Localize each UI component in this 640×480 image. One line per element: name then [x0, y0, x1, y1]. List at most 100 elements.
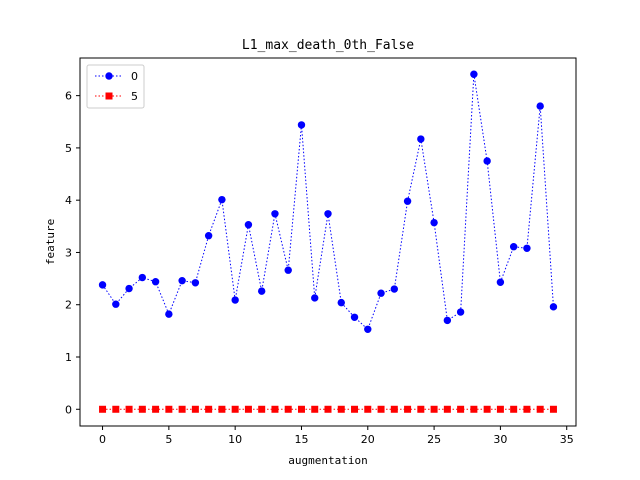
y-tick-label: 1: [65, 351, 72, 364]
data-point: [218, 195, 226, 204]
data-point: [99, 405, 107, 413]
data-point: [377, 289, 385, 297]
x-axis: 0 5 10 15 20 25 30 35: [99, 426, 574, 446]
data-point: [470, 405, 478, 413]
data-point: [271, 210, 279, 218]
data-point: [98, 281, 107, 289]
data-point: [443, 316, 452, 325]
data-point: [297, 405, 305, 413]
data-point: [244, 221, 253, 229]
data-point: [430, 218, 438, 227]
x-tick-label: 35: [560, 433, 574, 446]
data-point: [112, 300, 120, 308]
data-point: [311, 405, 319, 413]
data-point: [496, 278, 505, 286]
data-point: [257, 287, 266, 295]
data-point: [284, 266, 292, 274]
y-tick-label: 2: [65, 299, 72, 312]
data-point: [390, 285, 399, 293]
data-point: [138, 273, 147, 282]
data-point: [258, 405, 266, 413]
data-point: [178, 405, 186, 413]
y-axis: 0 1 2 3 4 5 6: [65, 90, 80, 416]
data-point: [430, 405, 438, 413]
data-point: [456, 308, 465, 316]
y-tick-label: 4: [65, 194, 72, 207]
y-axis-label: feature: [44, 219, 57, 265]
legend-label: 0: [131, 70, 138, 83]
data-point: [443, 405, 451, 413]
data-point: [337, 298, 345, 307]
data-point: [297, 121, 306, 129]
data-point: [165, 405, 173, 413]
data-point: [152, 405, 160, 413]
data-point: [404, 405, 412, 413]
legend-label: 5: [131, 90, 138, 103]
plot-area: [98, 70, 558, 413]
data-point: [112, 405, 120, 413]
data-point: [231, 405, 239, 413]
data-point: [483, 405, 491, 413]
data-point: [496, 405, 504, 413]
legend: 05: [86, 64, 145, 109]
data-point: [218, 405, 226, 413]
data-point: [536, 102, 544, 110]
data-point: [191, 279, 200, 287]
y-tick-label: 5: [65, 142, 72, 155]
data-point: [403, 197, 412, 205]
data-point: [350, 313, 359, 321]
data-point: [510, 405, 518, 413]
y-tick-label: 3: [65, 246, 72, 259]
data-point: [523, 244, 531, 252]
data-point: [417, 405, 425, 413]
data-point: [364, 405, 372, 413]
data-point: [509, 243, 518, 251]
data-point: [523, 405, 531, 413]
data-point: [390, 405, 398, 413]
data-point: [138, 405, 146, 413]
legend-marker: [105, 72, 113, 80]
data-point: [244, 405, 252, 413]
data-point: [191, 405, 199, 413]
x-tick-label: 30: [493, 433, 507, 446]
data-point: [151, 278, 160, 286]
data-point: [549, 303, 558, 311]
data-point: [483, 157, 491, 165]
x-axis-label: augmentation: [288, 454, 367, 467]
data-point: [324, 210, 332, 218]
legend-marker: [105, 92, 113, 100]
data-point: [178, 276, 186, 285]
x-tick-label: 10: [228, 433, 242, 446]
data-point: [125, 284, 133, 293]
y-tick-label: 0: [65, 403, 72, 416]
legend-box: [86, 64, 145, 109]
data-point: [377, 405, 385, 413]
data-point: [417, 135, 425, 143]
y-tick-label: 6: [65, 90, 72, 103]
x-tick-label: 5: [165, 433, 172, 446]
x-tick-label: 20: [361, 433, 375, 446]
x-tick-label: 0: [99, 433, 106, 446]
data-point: [284, 405, 292, 413]
data-point: [311, 294, 319, 302]
data-point: [337, 405, 345, 413]
data-point: [536, 405, 544, 413]
data-point: [165, 310, 173, 318]
data-point: [470, 70, 478, 78]
data-point: [204, 232, 213, 240]
series-0: [98, 70, 558, 333]
plot-frame: [79, 57, 577, 427]
data-point: [549, 405, 557, 413]
data-point: [457, 405, 465, 413]
x-tick-label: 15: [294, 433, 308, 446]
data-point: [324, 405, 332, 413]
data-point: [231, 296, 239, 304]
data-point: [351, 405, 359, 413]
data-point: [271, 405, 279, 413]
data-point: [125, 405, 133, 413]
series-5: [99, 405, 557, 413]
data-point: [364, 325, 372, 333]
data-point: [205, 405, 213, 413]
chart-title: L1_max_death_0th_False: [242, 38, 414, 53]
